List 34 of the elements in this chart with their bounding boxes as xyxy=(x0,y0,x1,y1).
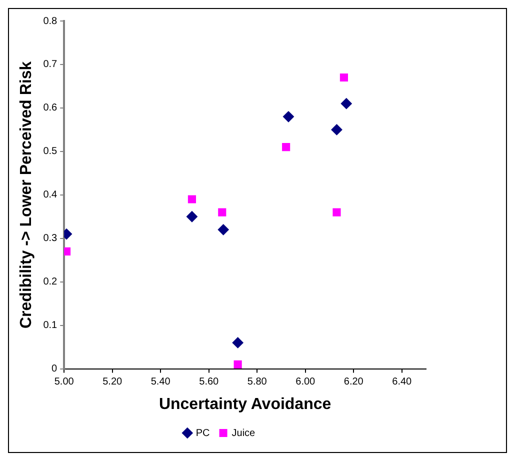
y-tick-label: 0.3 xyxy=(43,233,58,244)
y-tick-label: 0.6 xyxy=(43,102,58,114)
y-tick-label: 0 xyxy=(52,364,58,375)
point xyxy=(186,211,198,222)
point xyxy=(332,208,341,216)
legend-label: Juice xyxy=(232,428,256,439)
x-tick-label: 5.80 xyxy=(247,376,268,388)
point xyxy=(331,124,342,136)
x-tick-label: 5.40 xyxy=(150,376,171,388)
y-tick-label: 0.7 xyxy=(43,59,58,70)
y-tick-label: 0.1 xyxy=(43,320,58,332)
point xyxy=(188,195,196,204)
point xyxy=(218,224,229,236)
y-tick-label: 0.2 xyxy=(43,276,58,288)
x-tick-label: 6.40 xyxy=(392,376,412,388)
point xyxy=(218,208,226,216)
x-tick-label: 6.20 xyxy=(344,376,364,388)
point xyxy=(64,247,71,256)
point xyxy=(282,111,294,122)
x-tick-label: 6.00 xyxy=(296,376,316,388)
point xyxy=(340,98,352,110)
point xyxy=(340,73,348,82)
x-tick-label: 5.00 xyxy=(54,376,74,388)
point xyxy=(282,143,290,152)
point xyxy=(232,337,244,348)
x-axis-title: Uncertainty Avoidance xyxy=(158,396,332,413)
y-tick-label: 0.5 xyxy=(43,146,58,158)
legend-label: PC xyxy=(196,428,210,439)
y-axis-title: Credibility -> Lower Perceived Risk xyxy=(18,61,36,329)
y-tick-label: 0.8 xyxy=(43,16,58,27)
y-tick-label: 0.4 xyxy=(43,190,58,201)
x-tick-label: 5.20 xyxy=(102,376,123,388)
point xyxy=(234,360,242,368)
x-tick-label: 5.60 xyxy=(199,376,220,388)
